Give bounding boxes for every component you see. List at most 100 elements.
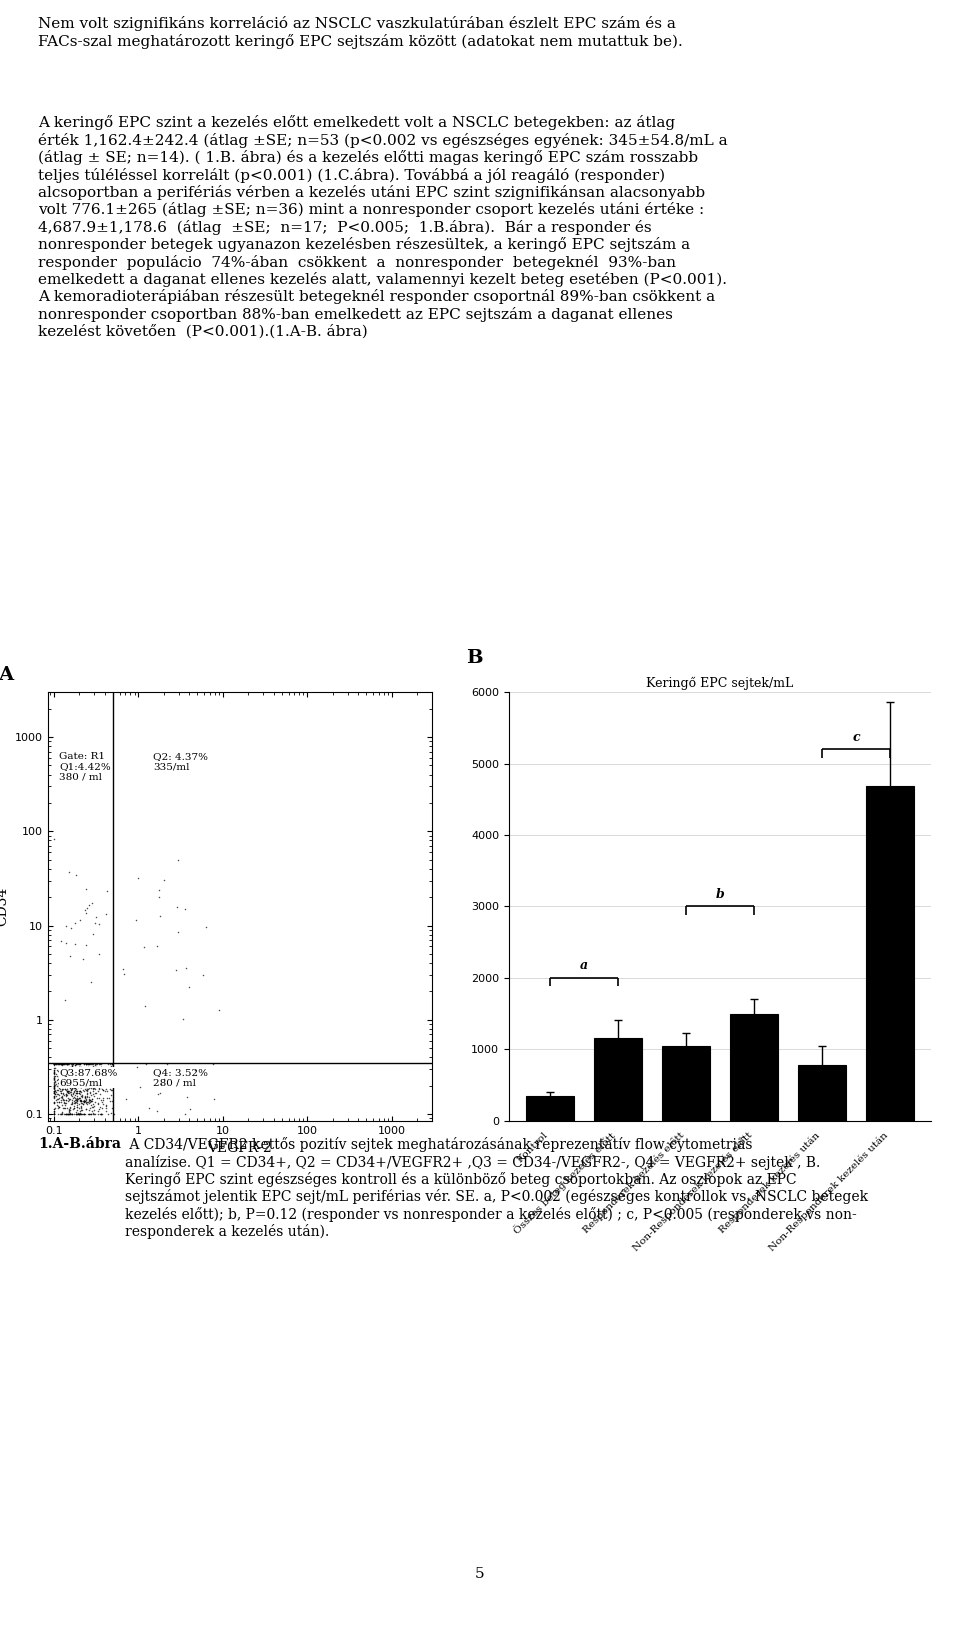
Point: [46, 1073, 61, 1099]
Point: [60, 1079, 76, 1106]
Point: [69, 1060, 84, 1086]
Point: [73, 1078, 88, 1104]
Point: [51, 1074, 66, 1101]
Point: [46, 1089, 61, 1116]
Point: [46, 1063, 61, 1089]
Point: [82, 1089, 97, 1116]
Point: [104, 1058, 119, 1084]
Point: [62, 1074, 78, 1101]
Point: [73, 1098, 88, 1124]
Point: [53, 1078, 68, 1104]
Point: [60, 1078, 76, 1104]
Point: [62, 1073, 78, 1099]
Point: [84, 1088, 99, 1114]
Point: [100, 1051, 115, 1078]
Point: [56, 1068, 71, 1094]
Point: [47, 1051, 62, 1078]
Point: [93, 1073, 108, 1099]
Point: [69, 1070, 84, 1096]
Point: [59, 1094, 74, 1121]
Point: [69, 1070, 84, 1096]
Point: [87, 910, 103, 936]
Point: [88, 1055, 104, 1081]
Point: [46, 1101, 61, 1127]
Point: [49, 1081, 64, 1107]
Point: [67, 1089, 83, 1116]
Point: [74, 1088, 89, 1114]
Point: [98, 901, 113, 928]
Point: [83, 1070, 98, 1096]
Point: [93, 1051, 108, 1078]
Point: [67, 1088, 83, 1114]
Point: [82, 1088, 97, 1114]
Point: [58, 1065, 73, 1091]
Point: [60, 1051, 75, 1078]
Point: [49, 1066, 64, 1093]
Point: [87, 1061, 103, 1088]
Point: [103, 1099, 118, 1126]
Point: [65, 1096, 81, 1122]
Point: [56, 1088, 71, 1114]
Point: [73, 1066, 88, 1093]
Point: [82, 1058, 97, 1084]
Point: [79, 1051, 94, 1078]
Point: [58, 1051, 73, 1078]
Text: A: A: [0, 666, 13, 684]
Point: [75, 1083, 90, 1109]
Point: [82, 1088, 97, 1114]
Point: [53, 1083, 68, 1109]
Point: [66, 1058, 82, 1084]
Point: [60, 1066, 75, 1093]
Point: [54, 1068, 69, 1094]
Point: [66, 1074, 82, 1101]
Point: [90, 1098, 106, 1124]
Point: [187, 1056, 203, 1083]
Point: [46, 1073, 61, 1099]
Point: [50, 1051, 65, 1078]
Point: [73, 1094, 88, 1121]
Point: [47, 1076, 62, 1103]
Point: [77, 1051, 92, 1078]
Point: [68, 1074, 84, 1101]
Point: [72, 1101, 87, 1127]
Point: [46, 1068, 61, 1094]
Point: [130, 1055, 145, 1081]
Point: [68, 1051, 84, 1078]
Point: [46, 1079, 61, 1106]
Point: [105, 1051, 120, 1078]
Point: [105, 1056, 120, 1083]
Point: [94, 1094, 109, 1121]
Point: [59, 1061, 74, 1088]
Point: [84, 1051, 100, 1078]
Point: [49, 1086, 64, 1112]
Point: [46, 1078, 61, 1104]
Point: [74, 1058, 89, 1084]
Point: [72, 1079, 87, 1106]
Point: [48, 1081, 63, 1107]
Point: [60, 1101, 76, 1127]
Point: [72, 1084, 87, 1111]
Point: [82, 1058, 97, 1084]
Text: Nem volt szignifikáns korreláció az NSCLC vaszkulatúrában észlelt EPC szám és a
: Nem volt szignifikáns korreláció az NSCL…: [38, 16, 684, 49]
Point: [84, 1073, 99, 1099]
Point: [47, 1071, 62, 1098]
Point: [68, 1089, 84, 1116]
Point: [69, 1079, 84, 1106]
Point: [50, 1096, 65, 1122]
Point: [105, 1073, 120, 1099]
Point: [159, 1051, 175, 1078]
Point: [81, 1074, 96, 1101]
Point: [80, 1101, 95, 1127]
Point: [79, 1070, 94, 1096]
Point: [84, 1066, 100, 1093]
Point: [76, 1066, 91, 1093]
Point: [83, 1079, 98, 1106]
Point: [99, 1094, 114, 1121]
Point: [93, 1055, 108, 1081]
Point: [57, 1076, 72, 1103]
Point: [66, 1060, 82, 1086]
Point: [117, 961, 132, 987]
Point: [72, 1088, 87, 1114]
Point: [46, 1078, 61, 1104]
Point: [93, 1055, 108, 1081]
